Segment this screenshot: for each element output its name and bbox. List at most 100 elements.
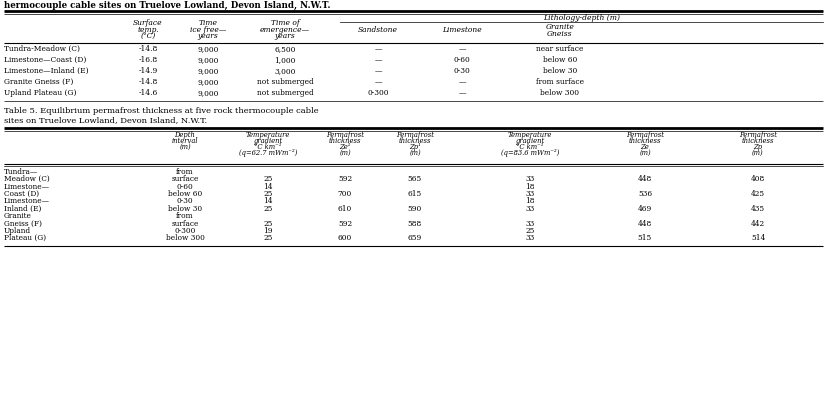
Text: Ze¹: Ze¹ (339, 143, 351, 151)
Text: 33: 33 (525, 190, 534, 198)
Text: Limestone: Limestone (442, 26, 482, 34)
Text: Temperature: Temperature (246, 131, 290, 139)
Text: Permafrost: Permafrost (626, 131, 664, 139)
Text: 425: 425 (751, 190, 765, 198)
Text: emergence—: emergence— (260, 26, 310, 33)
Text: Ze: Ze (641, 143, 649, 151)
Text: 600: 600 (338, 234, 352, 242)
Text: 0-30: 0-30 (177, 197, 194, 205)
Text: 14: 14 (263, 197, 273, 205)
Text: (m): (m) (753, 149, 764, 157)
Text: 33: 33 (525, 175, 534, 183)
Text: below 60: below 60 (168, 190, 202, 198)
Text: Limestone—: Limestone— (4, 197, 50, 205)
Text: Upland Plateau (G): Upland Plateau (G) (4, 89, 77, 97)
Text: below 60: below 60 (543, 56, 577, 64)
Text: surface: surface (171, 175, 198, 183)
Text: Sandstone: Sandstone (358, 26, 398, 34)
Text: 592: 592 (338, 175, 352, 183)
Text: 25: 25 (263, 234, 273, 242)
Text: 0-300: 0-300 (174, 227, 196, 235)
Text: -14.8: -14.8 (138, 45, 158, 53)
Text: 25: 25 (263, 220, 273, 228)
Text: thickness: thickness (329, 137, 361, 145)
Text: Plateau (G): Plateau (G) (4, 234, 46, 242)
Text: 469: 469 (638, 205, 653, 213)
Text: 14: 14 (263, 183, 273, 191)
Text: Time of: Time of (270, 19, 299, 27)
Text: (m): (m) (339, 149, 351, 157)
Text: thickness: thickness (629, 137, 662, 145)
Text: 592: 592 (338, 220, 352, 228)
Text: 33: 33 (525, 220, 534, 228)
Text: 610: 610 (338, 205, 352, 213)
Text: Limestone—Inland (E): Limestone—Inland (E) (4, 67, 88, 75)
Text: 659: 659 (408, 234, 422, 242)
Text: ice free—: ice free— (190, 26, 227, 33)
Text: Table 5. Equilibrium permafrost thickness at five rock thermocouple cable: Table 5. Equilibrium permafrost thicknes… (4, 107, 318, 115)
Text: 448: 448 (638, 175, 653, 183)
Text: 9,000: 9,000 (198, 89, 218, 97)
Text: 25: 25 (525, 227, 535, 235)
Text: 536: 536 (638, 190, 652, 198)
Text: hermocouple cable sites on Truelove Lowland, Devon Island, N.W.T.: hermocouple cable sites on Truelove Lowl… (4, 0, 331, 9)
Text: Upland: Upland (4, 227, 31, 235)
Text: 0-60: 0-60 (177, 183, 194, 191)
Text: -14.9: -14.9 (138, 67, 158, 75)
Text: below 300: below 300 (165, 234, 204, 242)
Text: (m): (m) (639, 149, 651, 157)
Text: Tundra-Meadow (C): Tundra-Meadow (C) (4, 45, 80, 53)
Text: 515: 515 (638, 234, 653, 242)
Text: (m): (m) (409, 149, 421, 157)
Text: gradient: gradient (253, 137, 283, 145)
Text: Zp¹: Zp¹ (409, 143, 421, 151)
Text: surface: surface (171, 220, 198, 228)
Text: temp.: temp. (137, 26, 159, 33)
Text: Time: Time (198, 19, 218, 27)
Text: years: years (198, 32, 218, 40)
Text: 25: 25 (263, 205, 273, 213)
Text: 0-30: 0-30 (454, 67, 471, 75)
Text: Coast (D): Coast (D) (4, 190, 39, 198)
Text: —: — (458, 78, 466, 86)
Text: Temperature: Temperature (508, 131, 552, 139)
Text: 448: 448 (638, 220, 653, 228)
Text: 25: 25 (263, 175, 273, 183)
Text: 9,000: 9,000 (198, 45, 218, 53)
Text: Tundra—: Tundra— (4, 168, 38, 176)
Text: 19: 19 (263, 227, 273, 235)
Text: Limestone—Coast (D): Limestone—Coast (D) (4, 56, 86, 64)
Text: 0-300: 0-300 (367, 89, 389, 97)
Text: Lithology-depth (m): Lithology-depth (m) (543, 14, 620, 22)
Text: -14.6: -14.6 (138, 89, 158, 97)
Text: Granite: Granite (4, 212, 32, 220)
Text: —: — (375, 45, 382, 53)
Text: below 30: below 30 (168, 205, 202, 213)
Text: 33: 33 (525, 234, 534, 242)
Text: 435: 435 (751, 205, 765, 213)
Text: Permafrost: Permafrost (739, 131, 777, 139)
Text: 588: 588 (408, 220, 422, 228)
Text: Surface: Surface (133, 19, 163, 27)
Text: gradient: gradient (515, 137, 545, 145)
Text: from surface: from surface (536, 78, 584, 86)
Text: interval: interval (172, 137, 198, 145)
Text: from: from (176, 168, 194, 176)
Text: 9,000: 9,000 (198, 78, 218, 86)
Text: 33: 33 (525, 205, 534, 213)
Text: 18: 18 (525, 197, 535, 205)
Text: Gneiss (F): Gneiss (F) (4, 220, 42, 228)
Text: —: — (458, 45, 466, 53)
Text: 514: 514 (751, 234, 765, 242)
Text: 700: 700 (338, 190, 352, 198)
Text: 9,000: 9,000 (198, 56, 218, 64)
Text: Permafrost: Permafrost (396, 131, 434, 139)
Text: (q=62.7 mWm⁻²): (q=62.7 mWm⁻²) (239, 149, 297, 157)
Text: 615: 615 (408, 190, 422, 198)
Text: 18: 18 (525, 183, 535, 191)
Text: from: from (176, 212, 194, 220)
Text: —: — (375, 67, 382, 75)
Text: 1,000: 1,000 (275, 56, 296, 64)
Text: (q=83.6 mWm⁻²): (q=83.6 mWm⁻²) (501, 149, 559, 157)
Text: thickness: thickness (399, 137, 431, 145)
